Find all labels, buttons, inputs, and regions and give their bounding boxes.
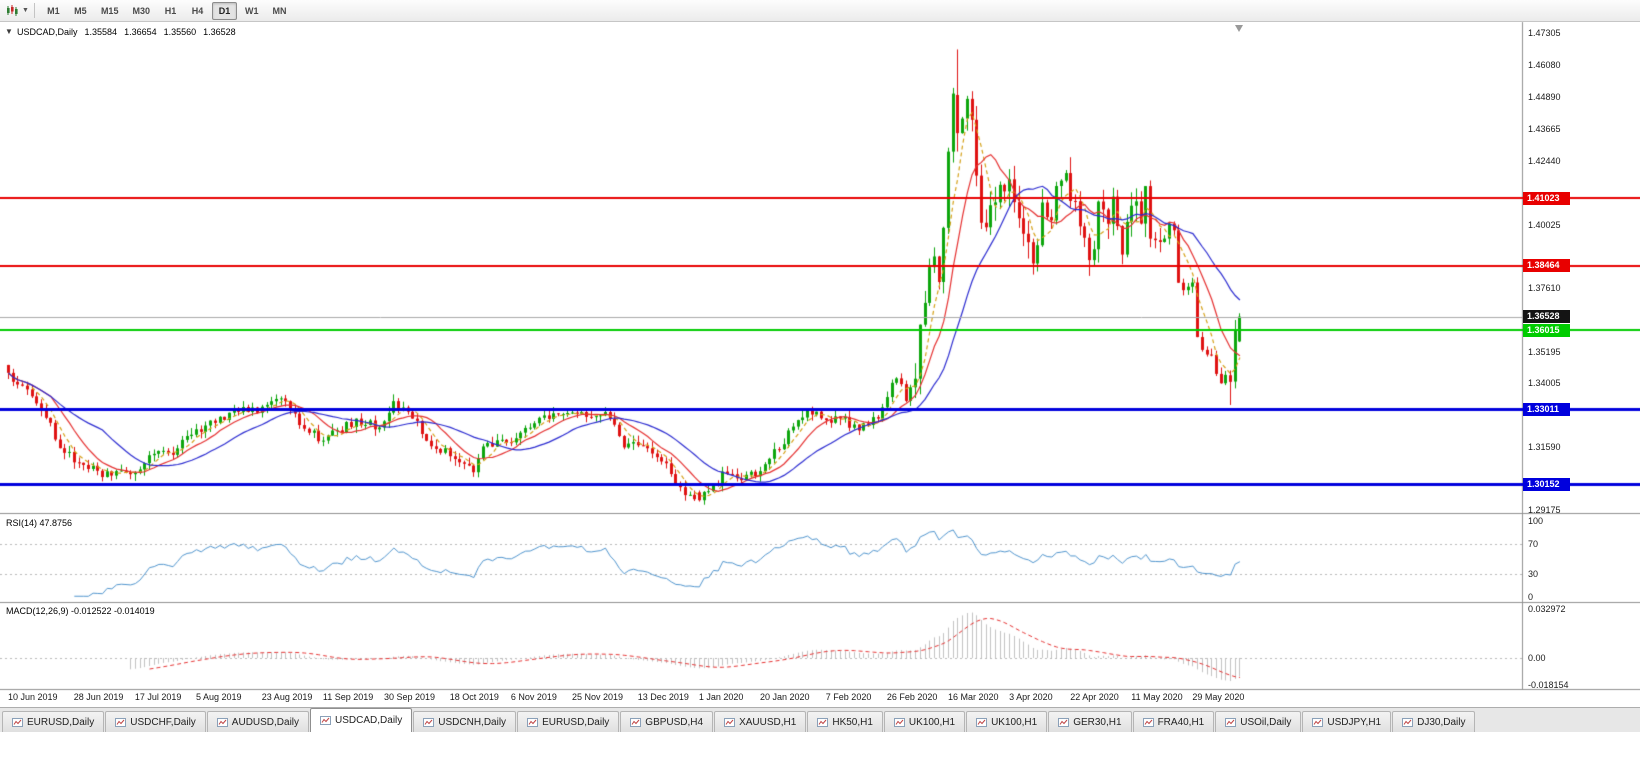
tab-label: EURUSD,Daily bbox=[27, 716, 95, 728]
timeframe-button-d1[interactable]: D1 bbox=[211, 1, 237, 20]
tab-label: AUDUSD,Daily bbox=[231, 716, 300, 728]
tab-chart-icon bbox=[527, 717, 539, 727]
tab-chart-icon bbox=[817, 717, 829, 727]
tab-chart-icon bbox=[1142, 717, 1154, 727]
tab-label: USDJPY,H1 bbox=[1327, 716, 1382, 728]
tab-usdchf-daily[interactable]: USDCHF,Daily bbox=[105, 711, 206, 732]
timeframe-button-m5[interactable]: M5 bbox=[74, 5, 87, 16]
tab-usdcnh-daily[interactable]: USDCNH,Daily bbox=[413, 711, 517, 732]
tab-ger30-h1[interactable]: GER30,H1 bbox=[1048, 711, 1132, 732]
tab-chart-icon bbox=[216, 717, 228, 727]
ohlc-high: 1.36654 bbox=[124, 27, 157, 37]
tab-label: USDCNH,Daily bbox=[438, 716, 507, 728]
tab-chart-icon bbox=[12, 717, 23, 727]
timeframe-button-m15[interactable]: M15 bbox=[100, 5, 119, 16]
tab-gbpusd-h4[interactable]: GBPUSD,H4 bbox=[620, 711, 714, 732]
tab-label: HK50,H1 bbox=[832, 716, 873, 728]
tab-eurusd-daily[interactable]: EURUSD,Daily bbox=[517, 711, 620, 732]
chart-type-icon[interactable] bbox=[3, 3, 20, 18]
timeframe-button-m30[interactable]: M30 bbox=[132, 5, 150, 16]
tab-label: USDCAD,Daily bbox=[335, 715, 403, 726]
macd-pane[interactable] bbox=[0, 604, 1522, 689]
time-axis[interactable] bbox=[0, 690, 1522, 707]
tab-usdcad-daily[interactable]: USDCAD,Daily bbox=[310, 708, 413, 732]
tab-xauusd-h1[interactable]: XAUUSD,H1 bbox=[714, 711, 807, 732]
ohlc-low: 1.35560 bbox=[163, 27, 197, 37]
tab-chart-icon bbox=[320, 716, 332, 725]
tab-label: EURUSD,Daily bbox=[542, 716, 610, 728]
chevron-down-icon[interactable]: ▼ bbox=[22, 7, 29, 14]
tab-uk100-h1[interactable]: UK100,H1 bbox=[883, 711, 966, 732]
tab-chart-icon bbox=[115, 717, 127, 727]
chart-symbol-period: USDCAD,Daily bbox=[17, 27, 78, 37]
price-axis[interactable] bbox=[1522, 22, 1640, 690]
tab-eurusd-daily[interactable]: EURUSD,Daily bbox=[2, 711, 105, 732]
chart-tabs-bar: EURUSD,Daily USDCHF,Daily AUDUSD,Daily USDC… bbox=[0, 707, 1640, 732]
chart-shift-marker[interactable] bbox=[1235, 25, 1244, 32]
tab-label: GBPUSD,H4 bbox=[645, 716, 704, 728]
tab-usdjpy-h1[interactable]: USDJPY,H1 bbox=[1302, 711, 1392, 732]
tab-hk50-h1[interactable]: HK50,H1 bbox=[807, 711, 883, 732]
tab-chart-icon bbox=[1225, 717, 1237, 727]
tab-uk100-h1[interactable]: UK100,H1 bbox=[966, 711, 1048, 732]
tab-chart-icon bbox=[1402, 717, 1414, 727]
tab-usoil-daily[interactable]: USOil,Daily bbox=[1215, 711, 1302, 732]
tab-chart-icon bbox=[423, 717, 435, 727]
tab-chart-icon bbox=[724, 717, 736, 727]
chart-ohlc-title: USDCAD,Daily 1.35584 1.36654 1.35560 1.3… bbox=[17, 27, 236, 37]
timeframe-button-m1[interactable]: M1 bbox=[47, 5, 60, 16]
tab-label: UK100,H1 bbox=[908, 716, 956, 728]
tab-label: DJ30,Daily bbox=[1417, 716, 1466, 728]
tab-audusd-daily[interactable]: AUDUSD,Daily bbox=[206, 711, 310, 732]
tab-chart-icon bbox=[976, 717, 988, 727]
timeframe-buttons: M1 M5 M15 M30 H1 H4 D1 W1 MN bbox=[40, 1, 294, 20]
tab-label: UK100,H1 bbox=[991, 716, 1038, 728]
tab-label: FRA40,H1 bbox=[1157, 716, 1205, 728]
one-click-trading-toggle[interactable]: ▼ bbox=[5, 27, 13, 36]
rsi-indicator-label: RSI(14) 47.8756 bbox=[6, 518, 73, 528]
tab-chart-icon bbox=[1058, 717, 1070, 727]
toolbar-separator bbox=[33, 3, 35, 18]
rsi-pane[interactable] bbox=[0, 516, 1522, 601]
tab-label: USDCHF,Daily bbox=[130, 716, 196, 728]
tab-chart-icon bbox=[630, 717, 642, 727]
tab-fra40-h1[interactable]: FRA40,H1 bbox=[1132, 711, 1215, 732]
tab-dj30-daily[interactable]: DJ30,Daily bbox=[1392, 711, 1476, 732]
ohlc-open: 1.35584 bbox=[84, 27, 118, 37]
timeframe-button-h1[interactable]: H1 bbox=[164, 5, 177, 16]
macd-indicator-label: MACD(12,26,9) -0.012522 -0.014019 bbox=[6, 606, 155, 616]
tab-chart-icon bbox=[1312, 717, 1324, 727]
main-chart-pane[interactable] bbox=[0, 24, 1522, 512]
timeframe-button-h4[interactable]: H4 bbox=[191, 5, 204, 16]
timeframe-button-w1[interactable]: W1 bbox=[244, 5, 259, 16]
timeframe-button-mn[interactable]: MN bbox=[272, 5, 287, 16]
ohlc-close: 1.36528 bbox=[203, 27, 236, 37]
tab-label: USOil,Daily bbox=[1240, 716, 1292, 728]
tab-label: XAUUSD,H1 bbox=[739, 716, 797, 728]
tab-chart-icon bbox=[893, 717, 905, 727]
timeframe-toolbar: ▼ M1 M5 M15 M30 H1 H4 D1 W1 MN bbox=[0, 0, 1640, 22]
tab-label: GER30,H1 bbox=[1073, 716, 1122, 728]
